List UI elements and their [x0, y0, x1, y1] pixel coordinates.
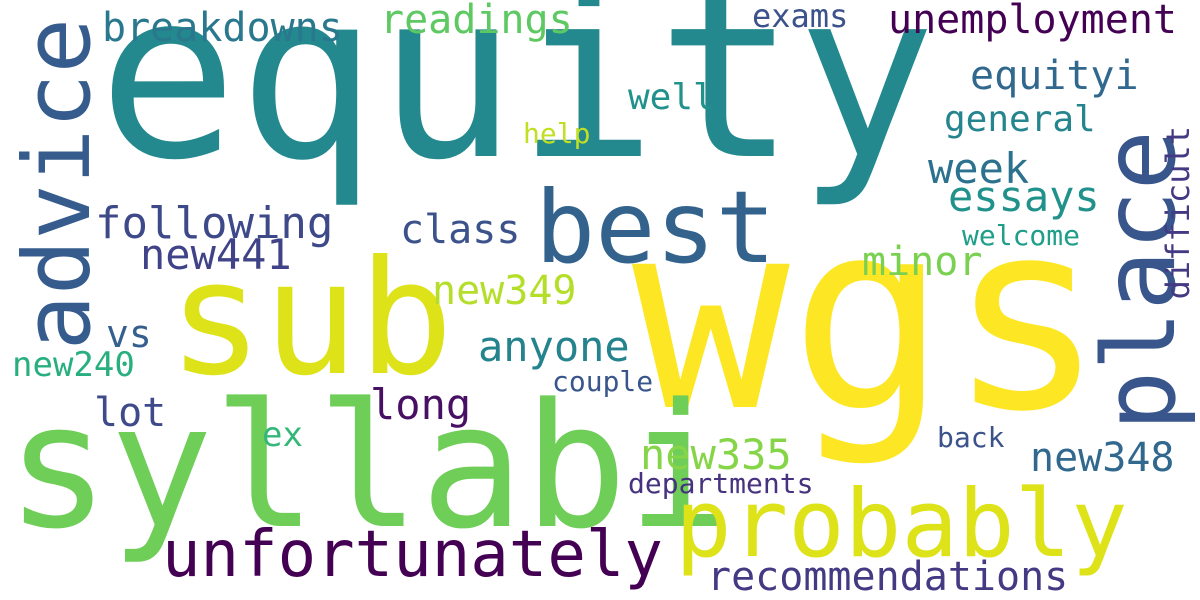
word-probably: probably — [675, 470, 1128, 579]
word-sub: sub — [168, 227, 454, 411]
word-welcome: welcome — [962, 219, 1081, 252]
word-back: back — [937, 421, 1005, 454]
word-anyone: anyone — [478, 322, 630, 371]
word-difficult: difficult — [1159, 126, 1197, 300]
word-unemployment: unemployment — [888, 0, 1177, 43]
word-breakdowns: breakdowns — [102, 5, 343, 51]
word-syllabi: syllabi — [6, 366, 731, 567]
word-advice: advice — [4, 18, 111, 351]
word-best: best — [535, 169, 776, 286]
word-week: week — [928, 144, 1030, 193]
word-minor: minor — [862, 239, 983, 285]
word-new348: new348 — [1030, 435, 1175, 481]
word-exams: exams — [752, 0, 849, 35]
word-well: well — [628, 77, 715, 118]
word-wgs: wgs — [632, 164, 1106, 469]
word-lot: lot — [94, 390, 167, 436]
word-general: general — [944, 99, 1096, 140]
word-ex: ex — [262, 415, 303, 455]
word-help: help — [523, 117, 591, 150]
word-couple: couple — [552, 365, 654, 398]
word-unfortunately: unfortunately — [162, 518, 663, 592]
word-new335: new335 — [640, 430, 792, 479]
word-readings: readings — [380, 0, 573, 43]
word-recommendations: recommendations — [707, 554, 1069, 600]
word-new349: new349 — [432, 268, 577, 314]
word-equityi: equityi — [970, 53, 1139, 99]
word-new441: new441 — [140, 230, 292, 279]
word-equity: equity — [98, 0, 937, 211]
word-long: long — [370, 380, 472, 429]
word-essays: essays — [948, 172, 1100, 221]
word-departments: departments — [628, 467, 814, 500]
word-following: following — [95, 198, 334, 249]
word-class: class — [400, 207, 521, 253]
word-vs: vs — [106, 312, 152, 356]
word-new240: new240 — [12, 345, 135, 385]
